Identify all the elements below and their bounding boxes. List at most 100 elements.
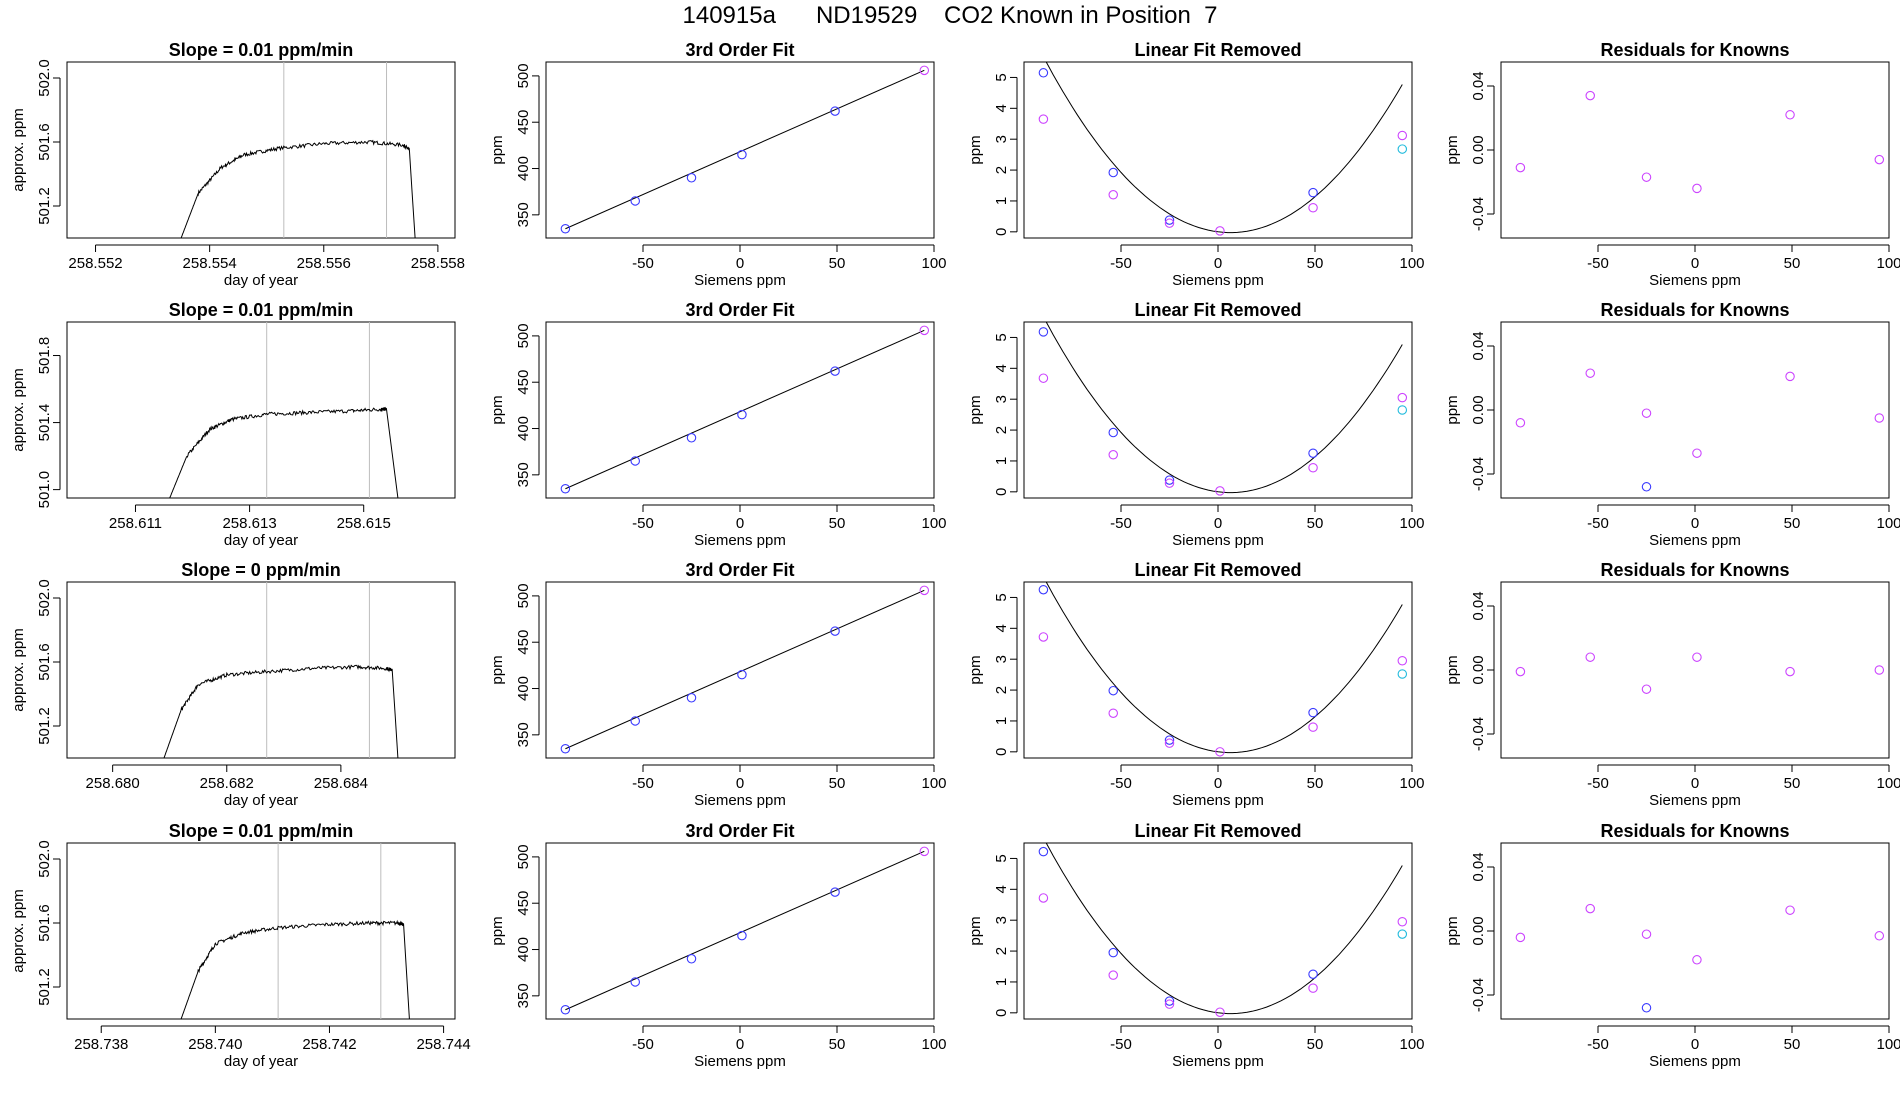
data-point [1785,666,1795,677]
panel-title: Residuals for Knowns [1600,560,1789,580]
y-tick-label: 5 [993,854,1010,862]
x-tick-label: 50 [829,1036,846,1053]
y-tick-label: -0.04 [1470,457,1487,491]
plot-frame [545,61,935,239]
data-point [686,954,697,964]
data-point [830,106,840,116]
data-point [737,149,747,160]
y-tick-label: 0.00 [1470,135,1487,164]
data-point [1692,955,1702,965]
data-point [1397,144,1408,154]
y-axis-label: ppm [1444,135,1461,164]
y-tick-label: 501.4 [36,404,53,442]
x-tick-label: 0 [1691,775,1699,792]
data-point [1641,929,1652,939]
panel-title: Slope = 0.01 ppm/min [169,300,354,320]
x-tick-label: 0 [1214,775,1222,792]
x-tick-label: 258.682 [200,775,254,792]
x-tick-label: -50 [632,515,654,532]
x-tick-label: 258.742 [302,1036,356,1053]
data-point [830,626,840,636]
y-tick-label: 0.04 [1470,591,1487,620]
x-axis-label: Siemens ppm [694,272,786,289]
y-tick-label: 400 [515,676,532,701]
data-point [1785,110,1795,120]
data-point [1108,190,1118,200]
data-point [1215,747,1225,757]
data-point [1108,970,1118,980]
data-point [1308,707,1318,718]
x-tick-label: 50 [829,515,846,532]
fit-curve [1045,322,1403,494]
data-point [560,223,571,234]
y-axis-label: ppm [967,395,984,424]
data-point [1308,983,1318,993]
panel-title: Linear Fit Removed [1134,821,1301,841]
plot-area [560,585,930,754]
y-tick-label: 0 [993,228,1010,236]
data-point [1692,448,1702,458]
data-point [1308,462,1318,473]
data-point [630,716,640,726]
data-point [1108,427,1118,438]
x-tick-label: 50 [829,775,846,792]
x-tick-label: 100 [921,255,946,272]
x-tick-label: 258.684 [314,775,368,792]
y-tick-label: 3 [993,135,1010,143]
panel-title: Linear Fit Removed [1134,300,1301,320]
data-point [1038,846,1049,857]
y-axis-label: ppm [489,135,506,164]
x-tick-label: 0 [736,515,744,532]
panel-4-2: 3rd Order Fit -50 0 50 100 Siemens ppm 350 400 4… [489,821,947,1070]
x-axis-label: Siemens ppm [1649,532,1741,549]
y-axis-label: ppm [489,916,506,945]
y-tick-label: 350 [515,202,532,227]
data-point [1397,405,1408,415]
x-axis-label: Siemens ppm [1172,1053,1264,1070]
x-tick-label: 0 [736,775,744,792]
y-tick-label: 4 [993,624,1010,632]
y-tick-label: 450 [515,370,532,395]
x-tick-label: 100 [1399,1036,1424,1053]
plot-area [560,846,930,1015]
data-point [737,930,747,941]
data-point [1038,373,1049,383]
data-point [1308,202,1318,213]
data-point [1038,68,1049,78]
x-tick-label: 258.613 [222,515,276,532]
data-point [1585,368,1595,378]
panel-1-1: Slope = 0.01 ppm/min 258.552 258.554 258.55… [10,40,465,289]
fit-curve [1045,843,1403,1015]
y-tick-label: 501.2 [36,187,53,225]
plot-frame [66,581,456,759]
data-point [1108,167,1118,178]
x-axis-label: Siemens ppm [1649,792,1741,809]
x-tick-label: 258.740 [188,1036,242,1053]
panel-title: Slope = 0.01 ppm/min [169,821,354,841]
x-tick-label: 258.554 [183,255,237,272]
data-point [1641,482,1652,492]
y-tick-label: 450 [515,110,532,135]
plot-area [1515,368,1885,492]
y-axis-label: approx. ppm [10,368,27,451]
plot-area [163,582,399,758]
data-point [1874,931,1885,941]
y-tick-label: 5 [993,73,1010,81]
plot-area [1038,843,1408,1017]
y-tick-label: 501.0 [36,471,53,509]
panel-title: Slope = 0.01 ppm/min [169,40,354,60]
x-tick-label: 100 [1399,775,1424,792]
panel-title: 3rd Order Fit [685,821,794,841]
panel-2-4: Residuals for Knowns -50 0 50 100 Siemens ppm… [1444,300,1900,549]
y-axis-label: approx. ppm [10,108,27,191]
y-tick-label: 400 [515,416,532,441]
data-point [1164,996,1175,1006]
plot-frame [545,581,935,759]
x-tick-label: 258.744 [416,1036,470,1053]
data-point [1164,218,1175,228]
data-point [737,409,747,420]
x-tick-label: 258.680 [86,775,140,792]
x-tick-label: 0 [736,1036,744,1053]
plot-frame [545,321,935,499]
